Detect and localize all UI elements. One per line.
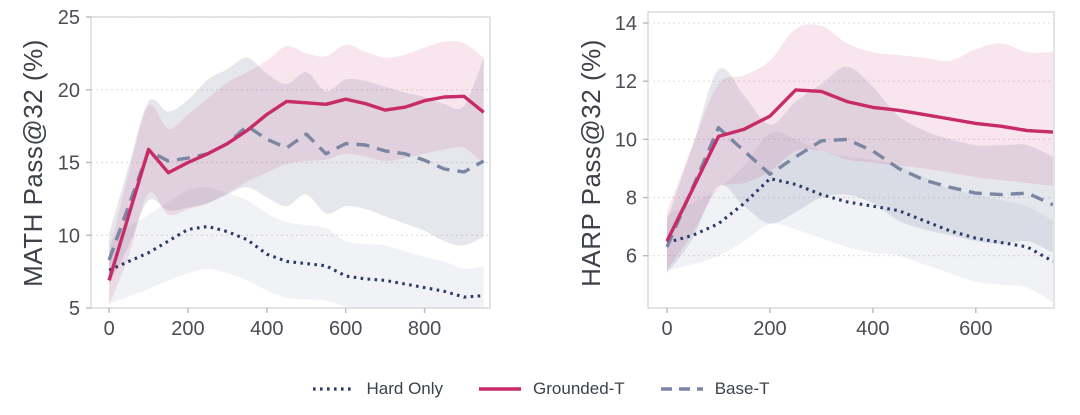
base-t-dashed-line-icon: [660, 387, 703, 391]
legend-item-hard-only: Hard Only: [311, 379, 444, 399]
svg-text:14: 14: [615, 13, 637, 35]
svg-text:5: 5: [69, 298, 80, 320]
svg-text:20: 20: [58, 80, 80, 102]
svg-text:8: 8: [626, 188, 637, 210]
legend-item-base-t: Base-T: [659, 379, 770, 399]
svg-text:0: 0: [104, 318, 115, 340]
charts-row: MATH Pass@32 (%) 5 10 15 20 25 0 200 400 600 800 …: [0, 0, 1080, 360]
svg-text:800: 800: [408, 318, 441, 340]
chart-legend: Hard Only Grounded-T Base-T: [0, 372, 1080, 406]
legend-item-grounded-t: Grounded-T: [477, 379, 625, 399]
svg-text:600: 600: [959, 318, 992, 340]
grounded-t-solid-line-icon: [479, 387, 522, 391]
legend-label-hard-only: Hard Only: [366, 379, 444, 398]
harp-chart-block: HARP Pass@32 (%) 6 8 10 12 14 0 200 400 600: [540, 0, 1080, 360]
svg-text:10: 10: [58, 225, 80, 247]
legend-label-base-t: Base-T: [714, 379, 770, 398]
legend-label-grounded-t: Grounded-T: [533, 379, 625, 398]
svg-text:600: 600: [329, 318, 362, 340]
math-chart-block: MATH Pass@32 (%) 5 10 15 20 25 0 200 400 600 800: [0, 0, 540, 360]
svg-text:15: 15: [58, 153, 80, 175]
hard-only-dotted-line-icon: [312, 387, 355, 391]
svg-text:400: 400: [250, 318, 283, 340]
svg-text:10: 10: [615, 129, 637, 151]
svg-text:6: 6: [626, 246, 637, 268]
math-chart-svg: 5 10 15 20 25 0 200 400 600 800: [58, 7, 491, 340]
svg-text:12: 12: [615, 71, 637, 93]
svg-text:0: 0: [661, 318, 672, 340]
svg-text:400: 400: [856, 318, 889, 340]
harp-chart-svg: 6 8 10 12 14 0 200 400 600: [615, 11, 1055, 340]
svg-text:200: 200: [171, 318, 204, 340]
svg-text:200: 200: [753, 318, 786, 340]
svg-text:25: 25: [58, 7, 80, 29]
